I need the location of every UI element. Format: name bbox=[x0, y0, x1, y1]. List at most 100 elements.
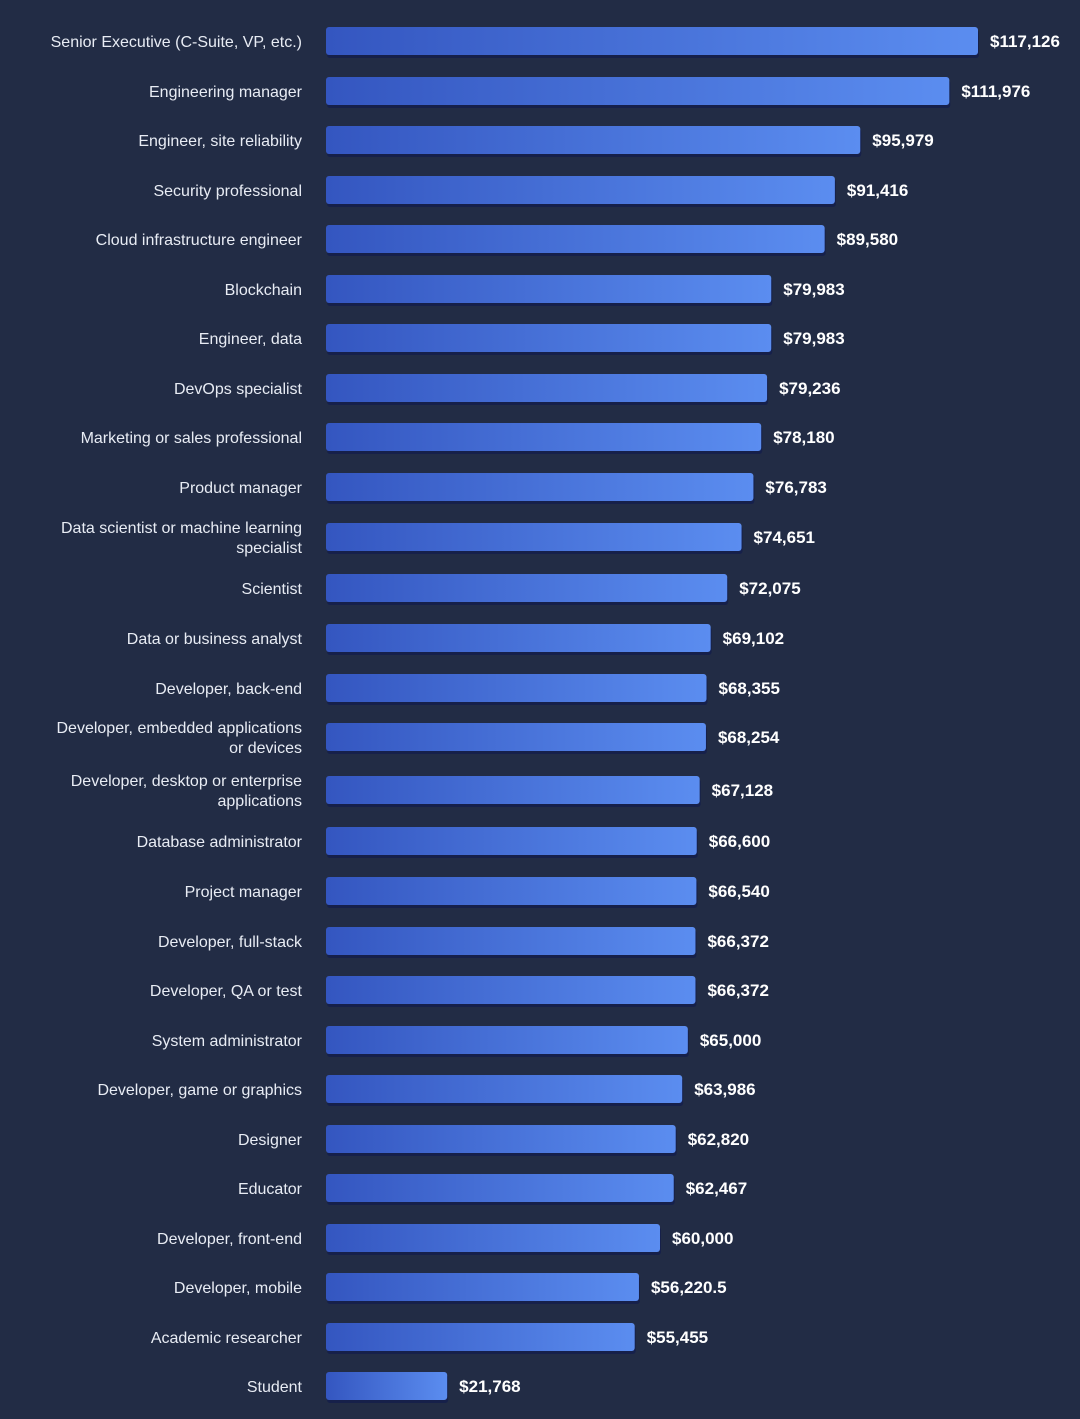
bar-row: Developer, game or graphics $63,986 bbox=[97, 1075, 756, 1106]
category-label: Developer, front-end bbox=[157, 1231, 302, 1248]
bar-row: Student $21,768 bbox=[247, 1372, 521, 1403]
value-label: $21,768 bbox=[459, 1377, 520, 1396]
value-label: $55,455 bbox=[647, 1328, 708, 1347]
value-label: $62,467 bbox=[686, 1179, 747, 1198]
value-label: $67,128 bbox=[712, 781, 773, 800]
category-label: Scientist bbox=[242, 581, 303, 598]
bar bbox=[326, 27, 978, 55]
bar bbox=[326, 423, 762, 451]
bar bbox=[326, 976, 696, 1004]
value-label: $60,000 bbox=[672, 1229, 733, 1248]
value-label: $63,986 bbox=[694, 1080, 755, 1099]
bar-row: Blockchain $79,983 bbox=[225, 275, 845, 306]
category-label: Developer, back-end bbox=[155, 681, 302, 698]
bar-row: Educator $62,467 bbox=[238, 1174, 747, 1205]
value-label: $66,372 bbox=[707, 932, 768, 951]
bar-row: Developer, back-end $68,355 bbox=[155, 674, 780, 705]
category-label: Blockchain bbox=[225, 282, 302, 299]
bar-row: Project manager $66,540 bbox=[185, 877, 770, 908]
bars-layer: Senior Executive (C-Suite, VP, etc.) $117… bbox=[51, 27, 1060, 1403]
bar-row: Developer, front-end $60,000 bbox=[157, 1224, 733, 1255]
category-label: Project manager bbox=[185, 884, 303, 901]
category-label: Data scientist or machine learning specia… bbox=[61, 520, 303, 557]
bar-row: Security professional $91,416 bbox=[153, 176, 908, 207]
value-label: $72,075 bbox=[739, 579, 800, 598]
bar bbox=[326, 1224, 660, 1252]
category-label: Cloud infrastructure engineer bbox=[96, 232, 303, 249]
value-label: $89,580 bbox=[837, 230, 898, 249]
category-label: Product manager bbox=[179, 480, 302, 497]
bar bbox=[326, 275, 772, 303]
category-label: Developer, QA or test bbox=[150, 983, 303, 1000]
value-label: $111,976 bbox=[961, 82, 1030, 101]
bar-row: Product manager $76,783 bbox=[179, 473, 827, 504]
bar-row: Data or business analyst $69,102 bbox=[127, 624, 784, 655]
value-label: $56,220.5 bbox=[651, 1278, 727, 1297]
value-label: $78,180 bbox=[773, 428, 834, 447]
category-label: Educator bbox=[238, 1181, 303, 1198]
bar-row: Senior Executive (C-Suite, VP, etc.) $117… bbox=[51, 27, 1060, 58]
value-label: $91,416 bbox=[847, 181, 908, 200]
bar-row: Engineer, data $79,983 bbox=[199, 324, 845, 355]
bar-row: Developer, embedded applications or devic… bbox=[57, 720, 780, 757]
category-label: Marketing or sales professional bbox=[81, 430, 302, 447]
category-label: Student bbox=[247, 1379, 303, 1396]
bar-row: Academic researcher $55,455 bbox=[151, 1323, 708, 1354]
value-label: $76,783 bbox=[765, 478, 826, 497]
category-label: System administrator bbox=[152, 1033, 303, 1050]
bar-row: Developer, mobile $56,220.5 bbox=[174, 1273, 727, 1304]
category-label: Academic researcher bbox=[151, 1330, 303, 1347]
bar bbox=[326, 1273, 639, 1301]
bar-row: DevOps specialist $79,236 bbox=[174, 374, 841, 405]
category-label: Developer, desktop or enterprise applicat… bbox=[71, 773, 302, 810]
value-label: $66,372 bbox=[707, 981, 768, 1000]
bar bbox=[326, 1125, 676, 1153]
category-label: Senior Executive (C-Suite, VP, etc.) bbox=[51, 34, 302, 51]
bar-row: Engineer, site reliability $95,979 bbox=[138, 126, 934, 157]
category-label: DevOps specialist bbox=[174, 381, 303, 398]
bar bbox=[326, 523, 742, 551]
bar bbox=[326, 374, 768, 402]
category-label: Developer, full-stack bbox=[158, 934, 303, 951]
bar bbox=[326, 473, 754, 501]
bar-row: Designer $62,820 bbox=[238, 1125, 749, 1156]
bar-row: Database administrator $66,600 bbox=[137, 827, 770, 858]
bar bbox=[326, 1174, 674, 1202]
value-label: $66,540 bbox=[708, 882, 769, 901]
bar bbox=[326, 1323, 635, 1351]
bar-row: Scientist $72,075 bbox=[242, 574, 801, 605]
bar bbox=[326, 723, 706, 751]
category-label: Database administrator bbox=[137, 834, 303, 851]
bar bbox=[326, 574, 728, 602]
bar bbox=[326, 1075, 683, 1103]
value-label: $79,983 bbox=[783, 329, 844, 348]
bar bbox=[326, 126, 861, 154]
bar bbox=[326, 1026, 688, 1054]
bar bbox=[326, 877, 697, 905]
bar-row: Engineering manager $111,976 bbox=[149, 77, 1030, 108]
value-label: $66,600 bbox=[709, 832, 770, 851]
bar-row: Developer, full-stack $66,372 bbox=[158, 927, 769, 958]
bar bbox=[326, 776, 700, 804]
value-label: $62,820 bbox=[688, 1130, 749, 1149]
bar-row: System administrator $65,000 bbox=[152, 1026, 761, 1057]
bar bbox=[326, 225, 825, 253]
value-label: $95,979 bbox=[872, 131, 933, 150]
value-label: $65,000 bbox=[700, 1031, 761, 1050]
bar-row: Data scientist or machine learning specia… bbox=[61, 520, 815, 557]
category-label: Engineer, site reliability bbox=[138, 133, 302, 150]
category-label: Developer, embedded applications or devic… bbox=[57, 720, 303, 757]
category-label: Developer, game or graphics bbox=[97, 1082, 302, 1099]
value-label: $79,236 bbox=[779, 379, 840, 398]
bar-row: Cloud infrastructure engineer $89,580 bbox=[96, 225, 898, 256]
bar-row: Marketing or sales professional $78,180 bbox=[81, 423, 835, 454]
value-label: $69,102 bbox=[723, 629, 784, 648]
value-label: $79,983 bbox=[783, 280, 844, 299]
category-label: Data or business analyst bbox=[127, 631, 303, 648]
bar bbox=[326, 324, 772, 352]
bar bbox=[326, 827, 697, 855]
bar-row: Developer, QA or test $66,372 bbox=[150, 976, 769, 1007]
bar bbox=[326, 1372, 448, 1400]
